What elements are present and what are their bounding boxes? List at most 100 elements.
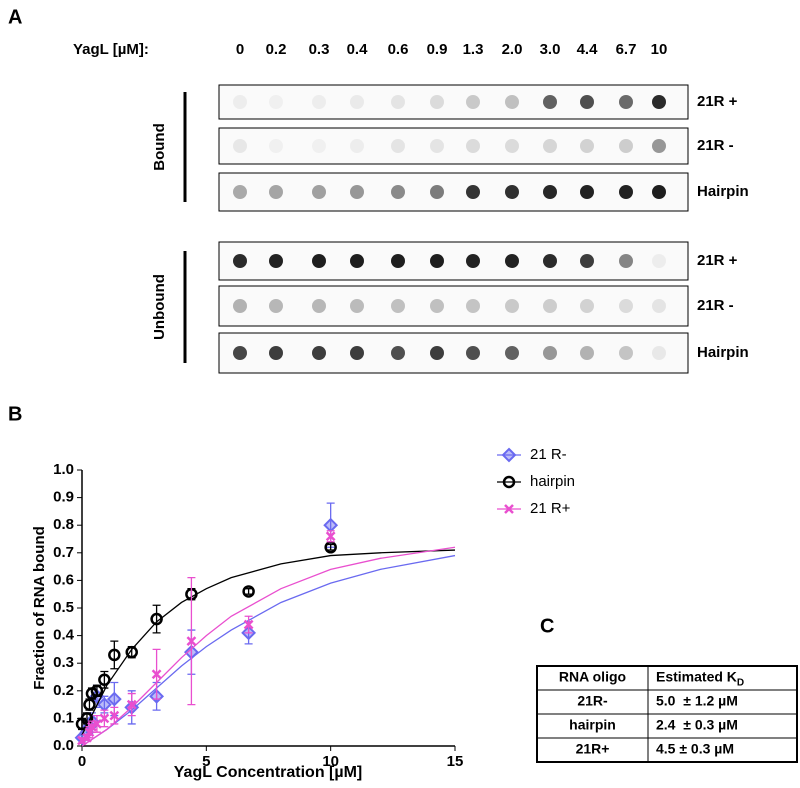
blot-dot xyxy=(233,139,247,153)
fit-curve xyxy=(81,554,456,747)
blot-dot xyxy=(580,254,594,268)
marker xyxy=(242,585,255,598)
marker xyxy=(99,713,110,724)
blot-dot xyxy=(312,185,326,199)
table-header: RNA oligo xyxy=(559,669,626,685)
blot-dot xyxy=(466,139,480,153)
legend-marker xyxy=(502,475,516,489)
blot-dot xyxy=(391,346,405,360)
y-tick-label: 0.4 xyxy=(53,627,75,644)
blot-dot xyxy=(466,346,480,360)
y-axis-label: Fraction of RNA bound xyxy=(31,526,48,690)
fit-curve xyxy=(81,549,456,736)
blot-dot xyxy=(543,139,557,153)
marker xyxy=(98,673,111,687)
blot-dot xyxy=(543,299,557,313)
y-tick-label: 0.9 xyxy=(53,489,74,506)
blot-dot xyxy=(543,254,557,268)
marker xyxy=(87,721,97,732)
blot-dot xyxy=(505,185,519,199)
blot-dot xyxy=(233,95,247,109)
blot-dot xyxy=(619,185,633,199)
marker xyxy=(108,648,121,662)
y-tick-label: 1.0 xyxy=(53,461,74,478)
error-bar xyxy=(244,588,253,595)
blot-dot xyxy=(619,139,633,153)
blot-dot xyxy=(350,185,364,199)
blot-dot xyxy=(350,139,364,153)
blot-dot xyxy=(233,299,247,313)
group-label: Bound xyxy=(151,123,168,170)
marker xyxy=(150,612,163,626)
marker xyxy=(106,691,122,707)
blot-dot xyxy=(430,346,444,360)
blot-dot xyxy=(269,254,283,268)
concentration: 2.0 xyxy=(502,41,523,58)
marker xyxy=(186,636,197,647)
legend-marker xyxy=(504,504,514,514)
blot-dot xyxy=(505,254,519,268)
blot-dot xyxy=(652,346,666,360)
blot-dot xyxy=(391,95,405,109)
blot-dot xyxy=(652,254,666,268)
row-label: 21R - xyxy=(697,297,734,314)
blot-dot xyxy=(543,346,557,360)
table-cell: 21R- xyxy=(577,693,608,709)
blot-dot xyxy=(505,346,519,360)
blot-strip xyxy=(218,172,689,212)
blot-dot xyxy=(430,139,444,153)
marker xyxy=(77,735,87,746)
blot-strip xyxy=(218,285,689,327)
y-tick-label: 0.2 xyxy=(53,682,74,699)
blot-dot xyxy=(580,346,594,360)
blot-strip xyxy=(218,84,689,120)
marker xyxy=(80,712,94,725)
blot-dot xyxy=(350,346,364,360)
error-bar xyxy=(152,604,161,634)
blot-dot xyxy=(269,95,283,109)
marker xyxy=(125,645,138,659)
error-bar xyxy=(110,640,119,670)
concentration: 0 xyxy=(236,41,244,58)
blot-dot xyxy=(269,346,283,360)
table-cell: 2.4 ± 0.3 µM xyxy=(656,717,738,733)
blot-dot xyxy=(350,95,364,109)
table-cell: hairpin xyxy=(569,717,616,733)
blot-dot xyxy=(430,254,444,268)
concentration: 0.6 xyxy=(388,41,409,58)
blot-strip xyxy=(218,332,689,374)
blot-dot xyxy=(391,185,405,199)
row-label: 21R + xyxy=(697,252,738,269)
blot-dot xyxy=(580,299,594,313)
blot-dot xyxy=(430,299,444,313)
blot-dot xyxy=(505,299,519,313)
table-cell: 5.0 ± 1.2 µM xyxy=(656,693,738,709)
table-cell: 4.5 ± 0.3 µM xyxy=(656,741,734,757)
y-tick-label: 0.1 xyxy=(53,709,74,726)
table-header-subscript: D xyxy=(737,678,744,689)
concentration: 1.3 xyxy=(463,41,484,58)
blot-dot xyxy=(269,299,283,313)
concentration-label: YagL [µM]: xyxy=(73,41,149,58)
legend-label: hairpin xyxy=(530,473,575,490)
blot-dot xyxy=(580,139,594,153)
blot-dot xyxy=(652,185,666,199)
blot-dot xyxy=(430,95,444,109)
group-label: Unbound xyxy=(151,274,168,340)
marker xyxy=(151,669,162,680)
marker xyxy=(83,698,96,711)
blot-dot xyxy=(619,254,633,268)
blot-dot xyxy=(466,254,480,268)
marker xyxy=(90,684,104,698)
marker xyxy=(325,531,336,542)
panel-label: C xyxy=(540,615,554,637)
x-tick-label: 5 xyxy=(202,753,210,770)
blot-dot xyxy=(505,139,519,153)
marker xyxy=(109,710,120,721)
blot-dot xyxy=(312,254,326,268)
concentration: 4.4 xyxy=(577,41,599,58)
concentration: 6.7 xyxy=(616,41,637,58)
legend-label: 21 R- xyxy=(530,446,567,463)
concentration: 0.4 xyxy=(347,41,369,58)
concentration: 10 xyxy=(651,41,668,58)
